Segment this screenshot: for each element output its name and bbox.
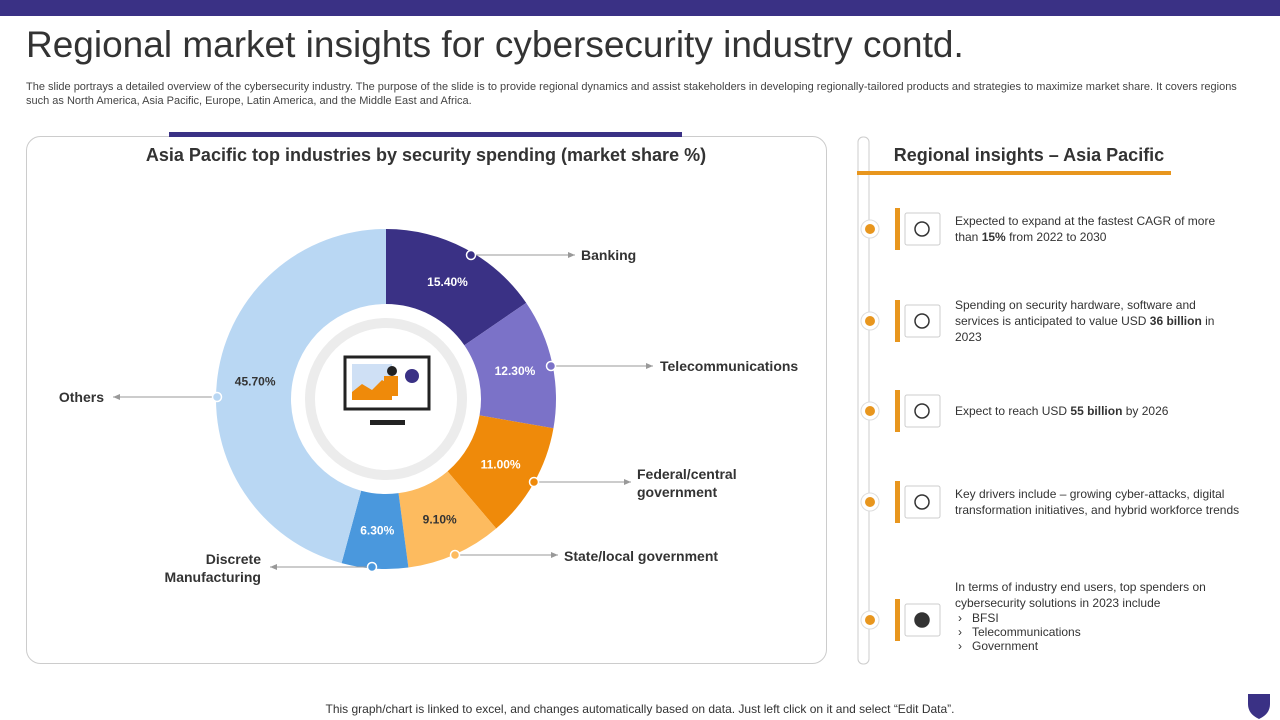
insight-text: In terms of industry end users, top spen… <box>955 579 1240 653</box>
connector-dot <box>465 249 477 261</box>
insight-item: Telecommunications <box>972 625 1240 639</box>
accent-bar <box>895 481 900 523</box>
donut: 15.40% 12.30% 11.00% 9.10% 6.30% 45.70% <box>113 229 653 573</box>
accent-bar <box>895 208 900 250</box>
accent-bar <box>895 390 900 432</box>
timeline <box>857 136 870 665</box>
value-label: 11.00% <box>481 458 521 472</box>
insight-part: Expect to reach USD <box>955 404 1071 418</box>
icon <box>914 494 930 510</box>
category-label: State/local government <box>564 548 719 564</box>
figure <box>384 376 398 396</box>
slice <box>341 490 409 569</box>
insights-underline <box>857 171 1171 175</box>
value-label: 45.70% <box>235 375 276 389</box>
footer: This graph/chart is linked to excel, and… <box>325 702 955 716</box>
insight-text: Spending on security hardware, software … <box>955 297 1240 345</box>
insight-part: from 2022 to 2030 <box>1005 230 1107 244</box>
center-illustration <box>298 311 474 487</box>
timeline-dot <box>865 316 875 326</box>
insight-list: BFSITelecommunicationsGovernment <box>955 611 1240 653</box>
insight-part: Key drivers include – growing cyber-atta… <box>955 487 1240 517</box>
insight-part: In terms of industry end users, top spen… <box>955 580 1206 610</box>
figure-head <box>387 366 397 376</box>
screen-area <box>352 380 392 400</box>
timeline-marks <box>860 208 941 641</box>
slice <box>398 471 497 568</box>
slice <box>447 415 554 529</box>
logo <box>1248 694 1270 719</box>
insight-part: by 2026 <box>1122 404 1169 418</box>
insight-bold: 15% <box>981 230 1006 244</box>
insight-text: Expect to reach USD 55 billion by 2026 <box>955 403 1240 419</box>
insight-text: Expected to expand at the fastest CAGR o… <box>955 213 1240 245</box>
monitor-stand <box>370 420 405 425</box>
category-label: Federal/central government <box>637 466 737 500</box>
top-bar <box>0 0 1280 16</box>
category-label: Banking <box>581 247 637 263</box>
insight-part: in 2023 <box>955 314 1215 344</box>
connector-dot <box>545 360 557 372</box>
timeline-dot <box>865 497 875 507</box>
connector-dot <box>449 549 461 561</box>
insights-title: Regional insights – Asia Pacific <box>893 145 1165 165</box>
center-ring <box>305 318 467 480</box>
value-label: 15.40% <box>427 275 468 289</box>
connector-dot <box>528 476 540 488</box>
icon <box>914 403 930 419</box>
insight-part: Spending on security hardware, software … <box>955 298 1196 328</box>
timeline-dot <box>865 406 875 416</box>
icon <box>914 221 930 237</box>
insight-text: Key drivers include – growing cyber-atta… <box>955 486 1240 518</box>
slice <box>386 229 527 346</box>
insight-item: BFSI <box>972 611 1240 625</box>
value-label: 9.10% <box>423 513 457 527</box>
timeline-dot <box>865 615 875 625</box>
accent-bar <box>895 300 900 342</box>
value-label: 12.30% <box>495 364 536 378</box>
insight-bold: 36 billion <box>1149 314 1202 328</box>
accent-bar <box>895 599 900 641</box>
insight-bold: 55 billion <box>1070 404 1123 418</box>
insight-item: Government <box>972 639 1240 653</box>
value-label: 6.30% <box>360 524 394 538</box>
category-label: Discrete Manufacturing <box>164 551 261 585</box>
icon <box>914 313 930 329</box>
connector-dot <box>366 561 378 573</box>
category-label: Telecommunications <box>660 358 799 374</box>
screen-pie <box>405 369 419 383</box>
category-label: Others <box>58 389 104 405</box>
icon <box>914 612 930 628</box>
connector-dot <box>211 391 223 403</box>
description: The slide portrays a detailed overview o… <box>26 81 1237 107</box>
chart-title: Asia Pacific top industries by security … <box>145 145 707 165</box>
slice <box>215 229 386 564</box>
slice <box>464 302 556 429</box>
insight-part: Expected to expand at the fastest CAGR o… <box>955 214 1216 244</box>
timeline-dot <box>865 224 875 234</box>
panel-accent <box>169 132 682 137</box>
title: Regional market insights for cybersecuri… <box>26 24 964 65</box>
